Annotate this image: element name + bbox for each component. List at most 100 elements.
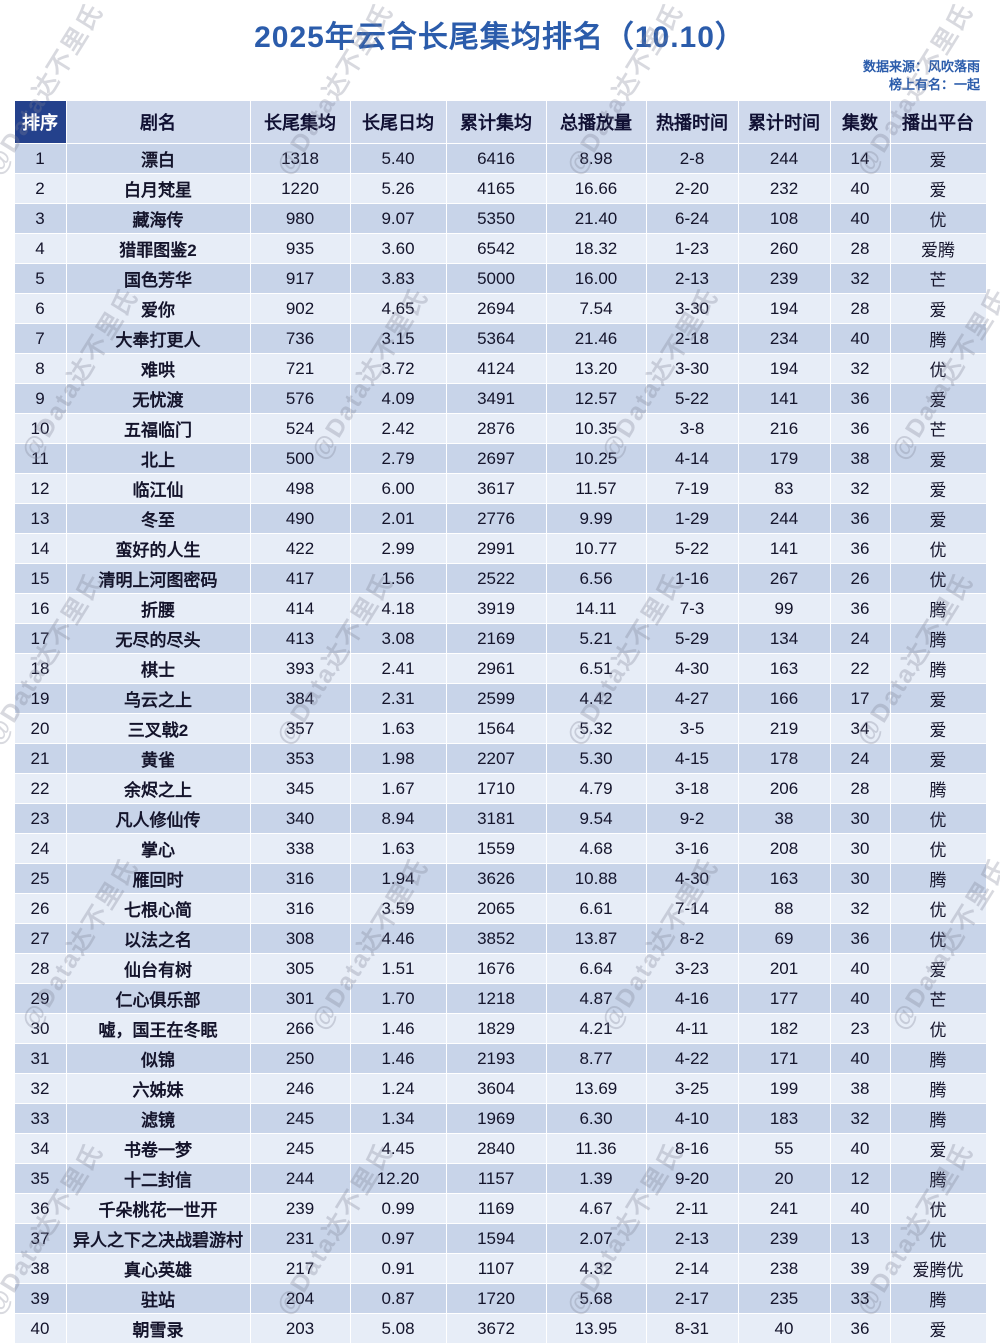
table-row: 27 以法之名 308 4.46 3852 13.87 8-2 69 36 优 [13,923,987,955]
cell-rank: 21 [13,743,67,775]
cell-longtail_avg: 576 [249,383,351,415]
cell-cumulative_avg: 1107 [445,1253,547,1285]
cell-longtail_daily: 3.59 [349,893,447,925]
cell-total_plays: 2.07 [545,1223,647,1255]
cell-hot_period: 4-16 [645,983,739,1015]
cell-longtail_daily: 1.34 [349,1103,447,1135]
cell-total_plays: 21.40 [545,203,647,235]
cell-longtail_avg: 338 [249,833,351,865]
cell-cumulative_days: 206 [737,773,831,805]
cell-episodes: 36 [829,1313,891,1344]
header-row: 排序 剧名 长尾集均 长尾日均 累计集均 总播放量 热播时间 累计时间 集数 播出平台 [13,100,987,145]
cell-longtail_daily: 2.41 [349,653,447,685]
cell-hot_period: 4-22 [645,1043,739,1075]
cell-rank: 28 [13,953,67,985]
cell-title: 难哄 [65,353,251,385]
cell-longtail_avg: 345 [249,773,351,805]
cell-rank: 24 [13,833,67,865]
cell-title: 滤镜 [65,1103,251,1135]
table-row: 33 滤镜 245 1.34 1969 6.30 4-10 183 32 腾 [13,1103,987,1135]
cell-total_plays: 4.67 [545,1193,647,1225]
cell-total_plays: 10.77 [545,533,647,565]
cell-total_plays: 4.32 [545,1253,647,1285]
cell-cumulative_days: 194 [737,353,831,385]
cell-total_plays: 5.68 [545,1283,647,1315]
cell-total_plays: 4.79 [545,773,647,805]
cell-episodes: 39 [829,1253,891,1285]
cell-cumulative_days: 219 [737,713,831,745]
cell-cumulative_avg: 2193 [445,1043,547,1075]
cell-longtail_daily: 6.00 [349,473,447,505]
cell-cumulative_days: 267 [737,563,831,595]
col-header-longtail_avg: 长尾集均 [249,100,351,145]
cell-cumulative_days: 216 [737,413,831,445]
cell-cumulative_avg: 1710 [445,773,547,805]
cell-total_plays: 16.00 [545,263,647,295]
cell-cumulative_days: 171 [737,1043,831,1075]
cell-longtail_avg: 245 [249,1133,351,1165]
cell-platform: 腾 [889,323,987,355]
cell-rank: 31 [13,1043,67,1075]
cell-longtail_daily: 2.99 [349,533,447,565]
table-row: 17 无尽的尽头 413 3.08 2169 5.21 5-29 134 24 腾 [13,623,987,655]
cell-title: 三叉戟2 [65,713,251,745]
cell-rank: 7 [13,323,67,355]
cell-hot_period: 1-23 [645,233,739,265]
cell-cumulative_avg: 3852 [445,923,547,955]
cell-title: 凡人修仙传 [65,803,251,835]
cell-cumulative_avg: 1676 [445,953,547,985]
cell-longtail_daily: 4.45 [349,1133,447,1165]
cell-cumulative_avg: 3626 [445,863,547,895]
cell-hot_period: 2-17 [645,1283,739,1315]
table-row: 4 猎罪图鉴2 935 3.60 6542 18.32 1-23 260 28 爱腾 [13,233,987,265]
col-header-title: 剧名 [65,100,251,145]
cell-episodes: 32 [829,353,891,385]
cell-platform: 爱 [889,473,987,505]
col-header-longtail_daily: 长尾日均 [349,100,447,145]
cell-longtail_avg: 524 [249,413,351,445]
cell-title: 似锦 [65,1043,251,1075]
cell-platform: 爱 [889,1133,987,1165]
cell-longtail_daily: 0.97 [349,1223,447,1255]
cell-hot_period: 4-15 [645,743,739,775]
cell-longtail_avg: 417 [249,563,351,595]
cell-cumulative_avg: 4124 [445,353,547,385]
cell-cumulative_days: 179 [737,443,831,475]
cell-longtail_avg: 490 [249,503,351,535]
cell-platform: 爱 [889,713,987,745]
cell-platform: 腾 [889,863,987,895]
cell-rank: 14 [13,533,67,565]
cell-hot_period: 3-30 [645,353,739,385]
cell-hot_period: 3-30 [645,293,739,325]
cell-platform: 爱腾 [889,233,987,265]
cell-episodes: 33 [829,1283,891,1315]
cell-longtail_avg: 1220 [249,173,351,205]
cell-platform: 爱腾优 [889,1253,987,1285]
cell-cumulative_avg: 1218 [445,983,547,1015]
col-header-total_plays: 总播放量 [545,100,647,145]
col-header-episodes: 集数 [829,100,891,145]
cell-hot_period: 7-3 [645,593,739,625]
cell-cumulative_days: 141 [737,533,831,565]
cell-episodes: 36 [829,533,891,565]
cell-rank: 8 [13,353,67,385]
cell-total_plays: 13.69 [545,1073,647,1105]
cell-rank: 33 [13,1103,67,1135]
cell-episodes: 40 [829,323,891,355]
cell-cumulative_avg: 2840 [445,1133,547,1165]
cell-longtail_avg: 217 [249,1253,351,1285]
cell-total_plays: 18.32 [545,233,647,265]
cell-hot_period: 7-19 [645,473,739,505]
cell-platform: 优 [889,203,987,235]
cell-rank: 4 [13,233,67,265]
cell-cumulative_avg: 2776 [445,503,547,535]
cell-longtail_daily: 5.26 [349,173,447,205]
cell-episodes: 36 [829,503,891,535]
cell-total_plays: 8.98 [545,143,647,175]
cell-longtail_daily: 1.94 [349,863,447,895]
cell-episodes: 32 [829,893,891,925]
cell-longtail_daily: 1.70 [349,983,447,1015]
cell-rank: 30 [13,1013,67,1045]
cell-longtail_daily: 1.63 [349,713,447,745]
cell-cumulative_avg: 2169 [445,623,547,655]
